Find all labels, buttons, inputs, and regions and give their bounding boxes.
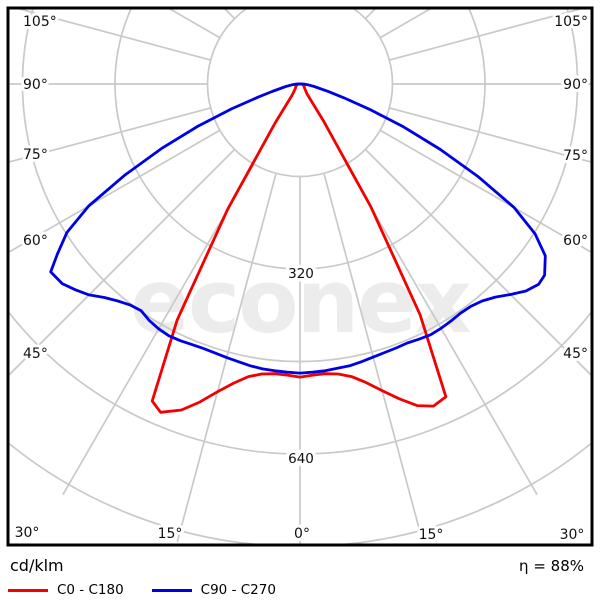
grid-ray (389, 107, 591, 163)
grid-ray (9, 107, 211, 163)
c90-c270-line-swatch (151, 588, 192, 592)
grid-ray (389, 9, 582, 61)
angle-label: 30° (560, 527, 585, 543)
angle-label: 90° (23, 77, 48, 93)
angle-label: 45° (23, 346, 48, 362)
angle-label: 15° (419, 527, 444, 543)
angle-labels: 105° 90° 75° 60° 45° 105° 90° 75° 60° 45° 30° 15° 0°… (12, 11, 591, 546)
unit-label: cd/klm (10, 556, 64, 575)
angle-label: 45° (563, 346, 588, 362)
angle-label: 105° (554, 14, 588, 30)
grid-ray (364, 148, 591, 376)
ring-label: 640 (288, 451, 314, 467)
grid-ray (9, 148, 236, 376)
angle-label: 15° (158, 526, 183, 542)
grid-ring (206, 9, 394, 178)
angle-label: 105° (23, 14, 57, 30)
c0-c180-label: C0 - C180 (57, 582, 124, 598)
curve-c90-c270 (49, 82, 547, 375)
c90-c270-label: C90 - C270 (200, 582, 276, 598)
angle-label: 0° (294, 526, 310, 542)
angle-label: 90° (563, 77, 588, 93)
grid-ray (18, 9, 211, 61)
ring-label: 320 (288, 266, 314, 282)
angle-label: 75° (563, 148, 588, 164)
legend: cd/klm η = 88% C0 - C180 C90 - C270 (0, 552, 600, 600)
chart-frame (6, 6, 594, 547)
polar-diagram-chart: econex320640105°90°75°60°45°105°90°75°60… (6, 0, 594, 547)
curve-c0-c180 (150, 82, 448, 414)
angle-label: 60° (23, 233, 48, 249)
angle-label: 75° (23, 147, 48, 163)
efficiency-label: η = 88% (519, 557, 584, 575)
ring-labels: 320 640 (285, 263, 318, 471)
legend-series-row: C0 - C180 C90 - C270 (8, 582, 276, 598)
curves (49, 82, 547, 414)
grid-ray (346, 0, 537, 4)
angle-label: 30° (15, 525, 40, 541)
grid-ray (9, 129, 221, 253)
grid-ray (379, 129, 591, 253)
c0-c180-line-swatch (8, 588, 48, 592)
grid-ray (63, 0, 254, 4)
angle-label: 60° (563, 233, 588, 249)
